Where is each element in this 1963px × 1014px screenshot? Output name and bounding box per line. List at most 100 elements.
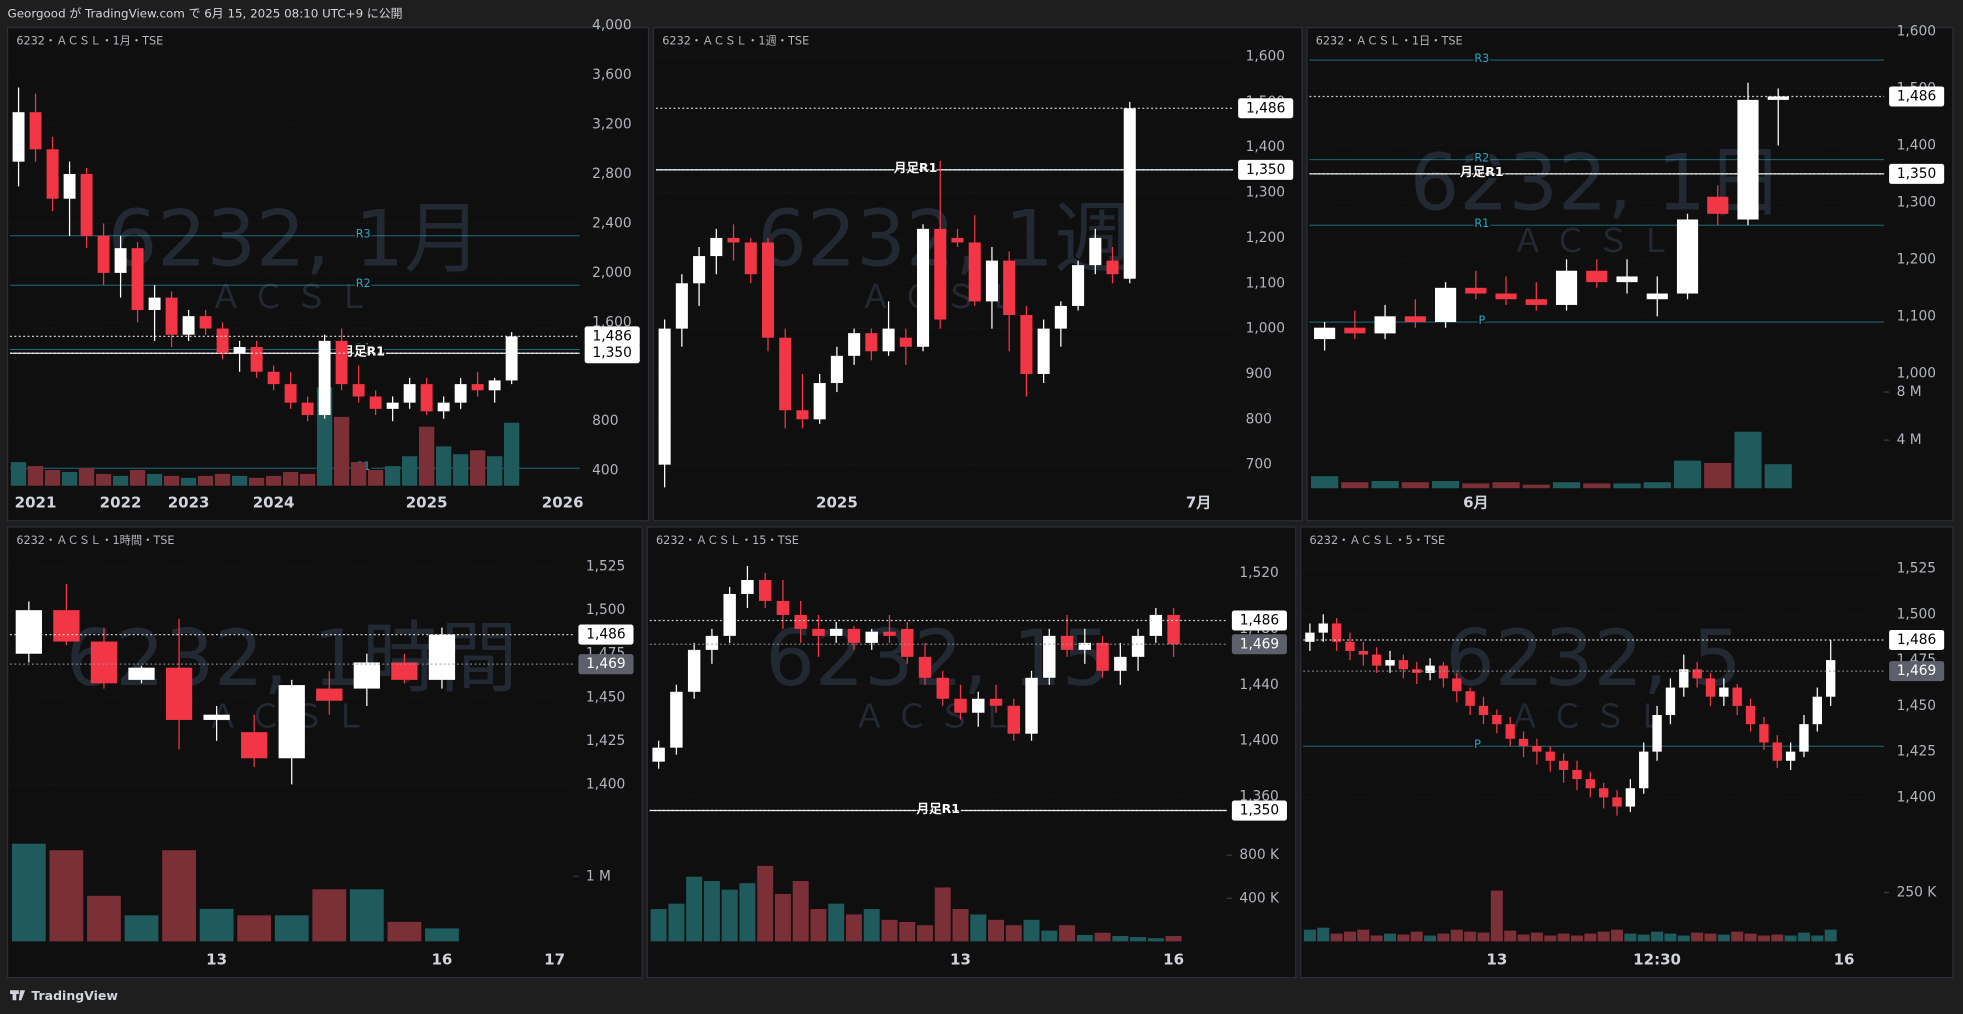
volume-bar	[1094, 932, 1111, 942]
volume-bar	[452, 454, 469, 486]
volume-bar	[274, 915, 309, 942]
volume-bar	[1637, 934, 1650, 942]
volume-tick-label: 400 K	[1239, 890, 1280, 906]
price-badge	[584, 343, 640, 364]
volume-bar	[27, 466, 44, 486]
x-tick-label: 16	[1834, 951, 1855, 969]
volume-bar	[87, 895, 121, 942]
candle-body	[848, 333, 861, 356]
volume-bar	[1673, 460, 1702, 489]
price-badge	[1238, 159, 1294, 180]
volume-bar	[1147, 938, 1164, 942]
candle-body	[1438, 665, 1449, 679]
candle-body	[1167, 614, 1180, 645]
x-tick-label: 17	[544, 951, 565, 969]
candle-body	[1525, 299, 1547, 305]
candle-body	[1665, 687, 1676, 716]
panel-title: 6232・ＡＣＳＬ・1週・TSE	[662, 34, 809, 47]
volume-bar	[1357, 929, 1370, 942]
volume-bar	[917, 925, 933, 942]
volume-bar	[1552, 482, 1581, 489]
price-badge-label: 1,486	[586, 627, 625, 643]
volume-bar	[1731, 931, 1744, 942]
candle-body	[968, 242, 981, 302]
candle-body	[1625, 788, 1636, 807]
volume-bar	[1130, 937, 1147, 942]
y-tick-label: 1,500	[1897, 606, 1936, 622]
candle-body	[954, 698, 967, 713]
y-tick-label: 1,400	[1897, 789, 1936, 805]
y-tick-label: 1,400	[586, 776, 625, 792]
candle-body	[1505, 724, 1515, 739]
volume-bar	[1424, 935, 1437, 942]
volume-bar	[1330, 933, 1343, 942]
x-tick-label: 2025	[406, 494, 448, 512]
volume-bar	[1401, 482, 1429, 489]
price-badge-label: 1,469	[586, 656, 625, 672]
volume-bar	[78, 468, 95, 486]
volume-bar	[1757, 935, 1770, 942]
y-tick-label: 900	[1246, 366, 1272, 382]
candle-body	[1054, 305, 1067, 329]
candle-body	[670, 691, 683, 748]
candle-body	[829, 628, 843, 636]
volume-bar	[350, 462, 367, 486]
y-tick-label: 1,200	[1897, 251, 1936, 267]
y-tick-label: 1,100	[1897, 308, 1936, 324]
volume-bar	[1023, 919, 1040, 942]
candle-body	[53, 610, 80, 642]
candle-body	[847, 628, 861, 643]
y-tick-label: 1,000	[1246, 321, 1285, 337]
candle-body	[934, 228, 947, 320]
candle-body	[1425, 665, 1435, 673]
volume-bar	[1341, 482, 1369, 489]
header-text: Georgood が TradingView.com で 6月 15, 2025…	[8, 6, 403, 20]
volume-bar	[1691, 932, 1704, 942]
y-tick-label: 3,200	[592, 117, 631, 133]
volume-bar	[1492, 482, 1520, 489]
candle-body	[352, 384, 365, 397]
candle-body	[1532, 746, 1542, 752]
price-badge	[578, 654, 634, 675]
volume-bar	[1583, 483, 1611, 489]
price-badge-label: 1,350	[1246, 162, 1285, 178]
volume-bar	[1764, 464, 1792, 489]
candle-body	[46, 149, 59, 199]
pivot-level-label: R3	[356, 228, 371, 241]
price-badge	[1231, 800, 1287, 821]
candle-body	[723, 593, 736, 636]
candle-body	[812, 628, 825, 636]
volume-bar	[1643, 482, 1671, 489]
volume-bar	[1076, 934, 1093, 942]
candle-body	[1518, 738, 1529, 747]
candle-body	[1043, 635, 1056, 678]
volume-bar	[282, 471, 299, 486]
volume-bar	[1734, 431, 1762, 489]
watermark: 6232, 1日	[1410, 138, 1784, 228]
volume-bar	[163, 475, 180, 486]
price-badge	[584, 326, 640, 347]
volume-bar	[61, 471, 78, 486]
volume-tick-label: 1 M	[586, 868, 611, 884]
volume-bar	[934, 887, 951, 942]
pivot-level-label: P	[1474, 738, 1481, 751]
price-badge-label: 1,486	[1246, 100, 1285, 116]
volume-bar	[1771, 934, 1784, 942]
x-tick-label: 12:30	[1633, 951, 1681, 969]
pivot-level-label: R1	[908, 161, 923, 174]
volume-bar	[845, 914, 862, 942]
volume-bar	[129, 469, 146, 486]
pivot-level-label: P	[1478, 314, 1485, 327]
price-badge-label: 1,469	[1897, 663, 1936, 679]
candle-body	[1374, 316, 1396, 334]
candle-body	[1025, 677, 1038, 734]
volume-bar	[828, 903, 845, 942]
y-tick-label: 1,525	[586, 559, 625, 575]
volume-bar	[199, 908, 234, 942]
volume-bar	[1450, 929, 1463, 942]
price-badge-label: 1,486	[592, 328, 631, 344]
candle-body	[744, 242, 757, 275]
volume-bar	[952, 909, 969, 942]
x-tick-label: 2022	[100, 494, 142, 512]
